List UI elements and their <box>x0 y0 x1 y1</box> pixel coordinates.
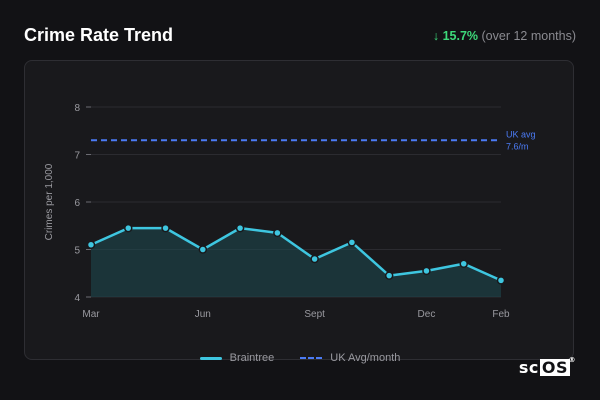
y-axis-label: Crimes per 1,000 <box>44 163 55 240</box>
series-area-fill <box>91 228 501 297</box>
data-point <box>124 223 133 233</box>
data-point <box>86 240 96 249</box>
x-tick-label: Feb <box>492 309 510 320</box>
legend-item-series[interactable]: Braintree <box>199 352 275 364</box>
chart-title: Crime Rate Trend <box>24 25 174 45</box>
chart-card <box>24 60 574 360</box>
y-tick-label: 8 <box>74 103 80 114</box>
change-note: (over 12 months) <box>481 29 576 43</box>
data-point <box>161 223 170 233</box>
x-tick-label: Dec <box>418 309 436 320</box>
legend-item-uk-avg[interactable]: UK Avg/month <box>300 352 400 364</box>
chart-legend: Braintree UK Avg/month <box>0 352 600 364</box>
x-tick-label: Mar <box>82 309 100 320</box>
data-point <box>310 254 319 264</box>
logo-text-sc: sc <box>518 358 539 377</box>
y-tick-label: 6 <box>74 198 80 209</box>
y-tick-label: 5 <box>74 246 80 257</box>
change-indicator: ↓ 15.7% (over 12 months) <box>433 29 576 43</box>
x-tick-label: Jun <box>195 309 211 320</box>
legend-swatch-uk-avg <box>300 357 323 359</box>
uk-average-annotation-value: 7.6/m <box>506 141 529 151</box>
data-point <box>384 271 394 280</box>
y-tick-label: 7 <box>74 151 80 162</box>
logo-text-os: OS <box>539 358 570 377</box>
series-line <box>89 226 503 282</box>
logo-registered-mark: ® <box>568 356 576 364</box>
data-point <box>347 238 357 247</box>
change-value: 15.7% <box>442 29 479 43</box>
uk-average-annotation: UK avg <box>506 129 536 139</box>
data-point <box>198 245 208 254</box>
data-point <box>422 266 431 276</box>
scos-logo: sc OS ® <box>518 356 576 377</box>
data-point <box>496 276 506 285</box>
legend-label-uk-avg: UK Avg/month <box>330 352 401 364</box>
y-tick-label: 4 <box>74 293 80 304</box>
data-point <box>459 259 468 268</box>
data-point <box>235 223 245 233</box>
down-arrow-icon: ↓ <box>432 29 440 43</box>
legend-swatch-series <box>199 356 222 360</box>
data-point <box>273 228 282 238</box>
legend-label-series: Braintree <box>229 352 275 364</box>
x-tick-label: Sept <box>304 309 325 320</box>
